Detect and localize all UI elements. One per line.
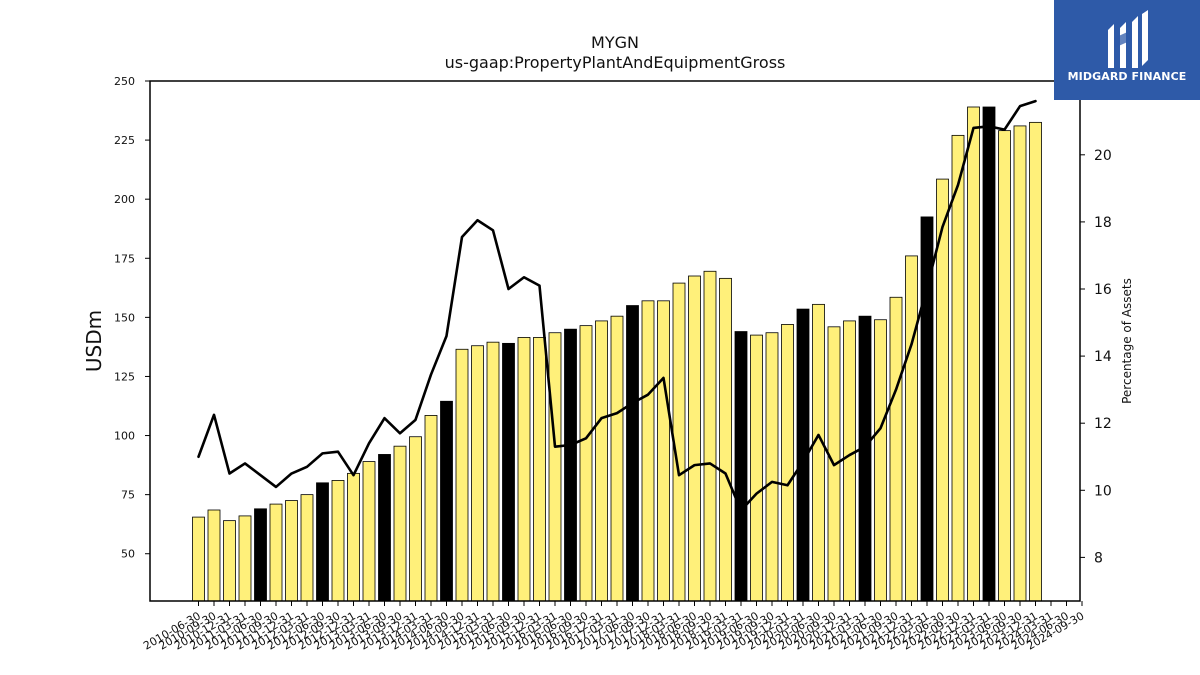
chart-title: MYGN: [591, 33, 639, 52]
bar-2011-03-31: [238, 515, 252, 602]
y-tick-label-225: 225: [114, 134, 135, 147]
y-tick-label-50: 50: [121, 548, 135, 561]
bar-2021-06-30: [874, 319, 887, 602]
bar-2012-09-30: [331, 480, 345, 602]
bar-2015-03-31: [486, 341, 500, 602]
bar-2011-12-31: [285, 500, 298, 602]
bar-2022-09-30: [951, 134, 965, 602]
y2-tick-label-14: 14: [1094, 349, 1112, 365]
bar-2015-06-30: [502, 342, 515, 602]
bar-2020-12-31: [843, 320, 856, 602]
bar-2016-03-31: [548, 332, 562, 602]
y-tick-label-150: 150: [114, 311, 135, 324]
bar-2018-12-31: [719, 277, 732, 602]
bar-2013-03-31: [362, 461, 376, 602]
bar-2019-06-30: [750, 334, 763, 602]
percentage-of-assets-line: [197, 99, 1037, 512]
bar-2015-09-30: [517, 337, 531, 602]
chart-subtitle: us-gaap:PropertyPlantAndEquipmentGross: [445, 53, 786, 72]
bar-2014-09-30: [455, 348, 469, 602]
y-tick-label-175: 175: [114, 252, 135, 265]
bar-2020-06-30: [812, 303, 825, 602]
y-axis-label: USDm: [82, 310, 106, 372]
axes: 5075100125150175200225250810121416182020…: [114, 75, 1112, 653]
line-series: [197, 99, 1037, 512]
y2-tick-label-20: 20: [1094, 148, 1112, 164]
bar-2022-12-31: [967, 106, 980, 602]
bar-2014-12-31: [471, 345, 484, 602]
bar-2017-12-31: [657, 300, 670, 602]
bar-2012-12-31: [347, 472, 360, 602]
bar-2014-06-30: [440, 400, 453, 602]
bar-2016-06-30: [564, 328, 577, 602]
bar-2023-06-30: [998, 130, 1011, 602]
bar-2013-09-30: [393, 445, 407, 602]
bar-2016-09-30: [579, 325, 593, 602]
bar-2017-06-30: [626, 305, 639, 602]
bar-2013-06-30: [378, 454, 391, 602]
bar-2012-03-31: [300, 494, 314, 602]
bar-2018-06-30: [688, 275, 701, 602]
bar-2017-09-30: [641, 300, 655, 602]
bar-2014-03-31: [424, 415, 438, 602]
y2-tick-label-16: 16: [1094, 282, 1112, 298]
bar-2010-12-31: [223, 520, 236, 602]
axis-labels: USDm Percentage of Assets: [82, 278, 1134, 404]
bar-2010-09-30: [207, 509, 221, 602]
bar-2018-09-30: [703, 270, 717, 602]
bar-2011-06-30: [254, 508, 267, 602]
y-tick-label-200: 200: [114, 193, 135, 206]
bar-2012-06-30: [316, 482, 329, 602]
y2-axis-label: Percentage of Assets: [1120, 278, 1134, 404]
y-tick-label-75: 75: [121, 489, 135, 502]
bar-2023-09-30: [1013, 125, 1027, 602]
bar-2021-12-31: [905, 255, 918, 602]
brand-logo-icon: [1108, 10, 1148, 68]
y-tick-label-250: 250: [114, 75, 135, 88]
y2-tick-label-12: 12: [1094, 416, 1112, 432]
bar-2023-03-31: [982, 106, 996, 602]
brand-logo-box: MIDGARD FINANCE: [1054, 0, 1200, 100]
y-tick-label-125: 125: [114, 370, 135, 383]
plot-frame: [149, 80, 1081, 602]
bar-2019-09-30: [765, 332, 779, 602]
bar-2021-03-31: [858, 315, 872, 602]
bar-2011-09-30: [269, 503, 283, 602]
bar-2010-06-30: [192, 516, 205, 602]
plot-area: [192, 106, 1042, 602]
y2-tick-label-8: 8: [1094, 550, 1103, 566]
bar-2017-03-31: [610, 315, 624, 602]
bar-2019-12-31: [781, 324, 794, 602]
chart-titles: MYGN us-gaap:PropertyPlantAndEquipmentGr…: [445, 33, 786, 72]
brand-name: MIDGARD FINANCE: [1067, 70, 1187, 83]
y-tick-label-100: 100: [114, 430, 135, 443]
bar-2021-09-30: [889, 296, 903, 602]
bar-2013-12-31: [409, 436, 422, 602]
bar-2019-03-31: [734, 331, 748, 602]
bar-2015-12-31: [533, 337, 546, 602]
bar-2016-12-31: [595, 320, 608, 602]
y2-tick-label-10: 10: [1094, 483, 1112, 499]
y2-tick-label-18: 18: [1094, 215, 1112, 231]
bar-2023-12-31: [1029, 121, 1042, 602]
